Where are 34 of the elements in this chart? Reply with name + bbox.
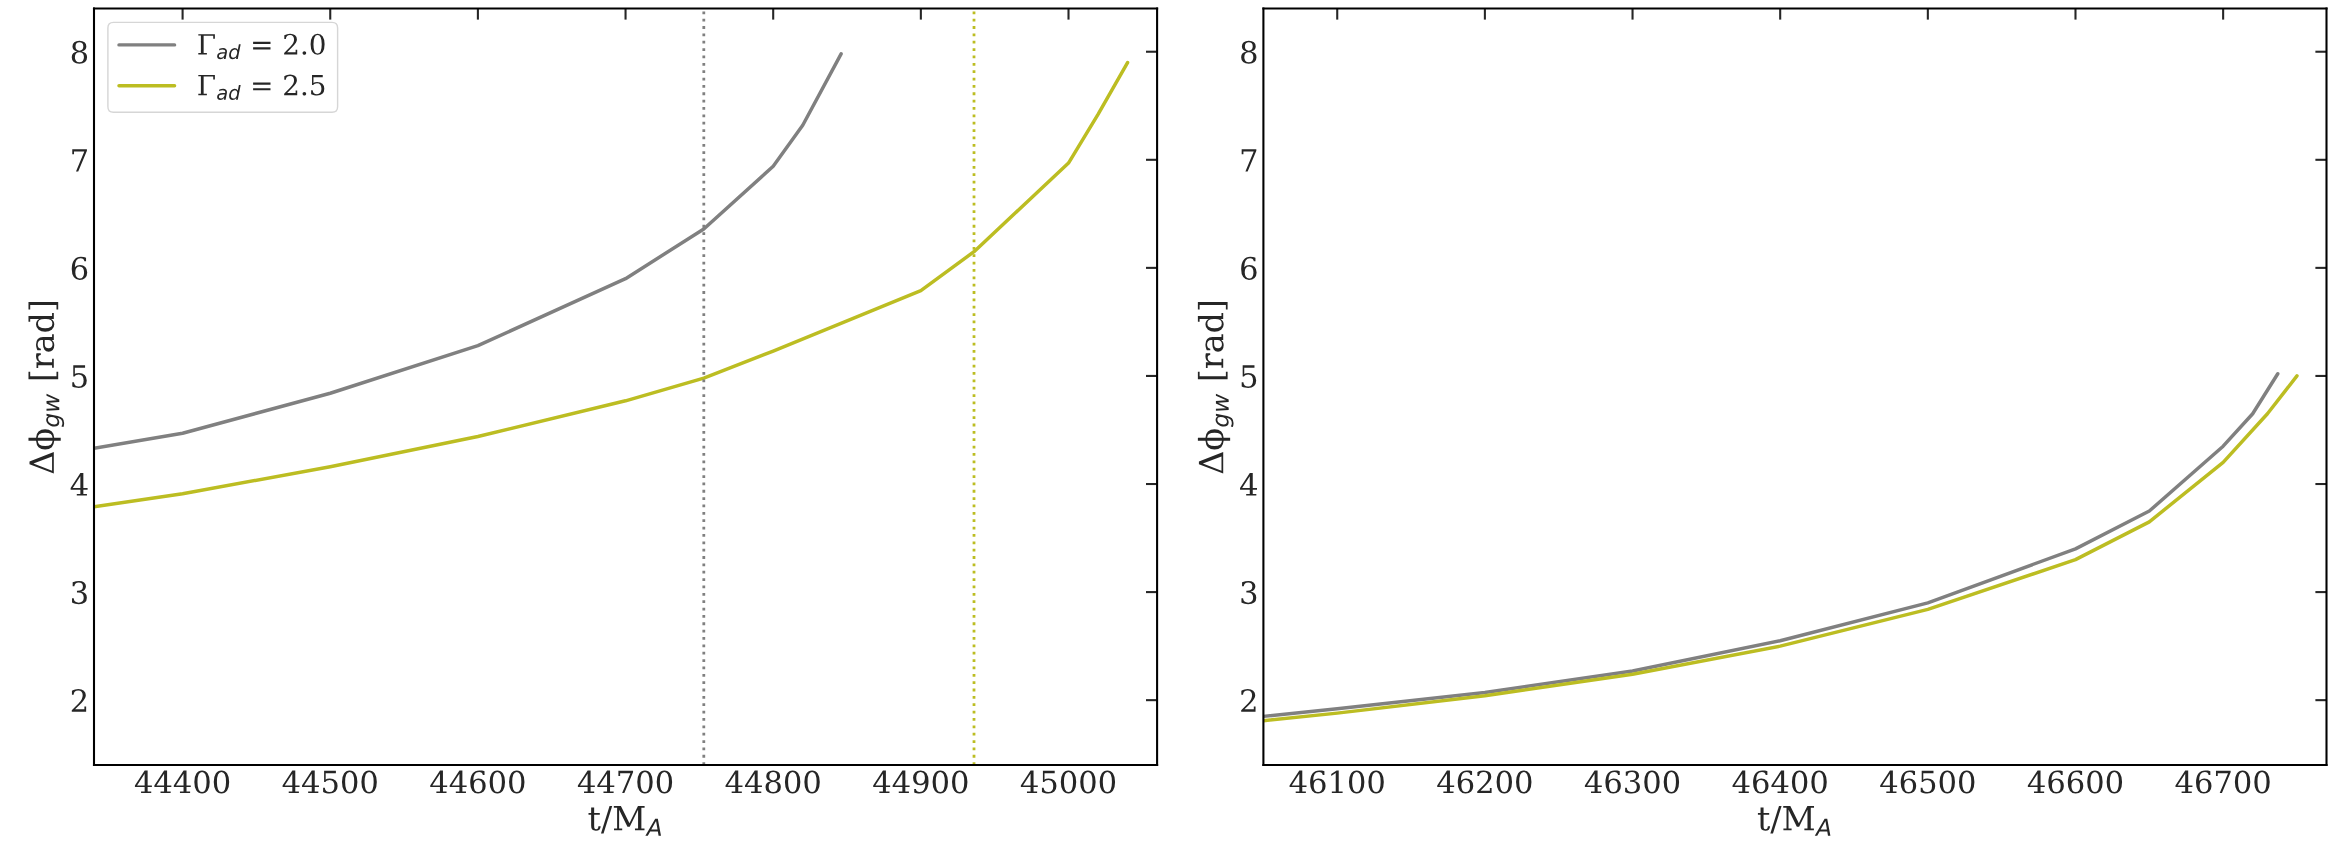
x-tick-label: 46100 <box>1289 770 1384 794</box>
x-tick-label: 44900 <box>873 770 968 794</box>
y-axis-title: Δϕ$_{gw}$ [rad] <box>28 301 65 474</box>
x-tick-label: 44600 <box>430 770 525 794</box>
x-tick-label: 44400 <box>134 770 230 794</box>
x-tick-label: 44700 <box>577 770 673 794</box>
x-tick-label: 44500 <box>282 770 377 794</box>
y-tick-label: 8 <box>71 40 88 64</box>
x-axis-title: t/M$_{A}$ <box>588 805 661 836</box>
x-tick-label: 46500 <box>1880 770 1975 794</box>
legend-label: Γ$_{ad}$ = 2.0 <box>198 33 325 60</box>
x-axis-title: t/M$_{A}$ <box>1757 805 1831 836</box>
x-tick-label: 46600 <box>2027 770 2123 794</box>
y-tick-label: 4 <box>1240 472 1258 496</box>
x-tick-label: 44800 <box>725 770 820 794</box>
y-tick-label: 4 <box>70 472 88 496</box>
x-tick-label: 45000 <box>1020 770 1116 794</box>
x-tick-label: 46700 <box>2175 770 2270 794</box>
y-tick-label: 7 <box>1241 149 1257 172</box>
x-tick-label: 46400 <box>1732 770 1827 794</box>
x-tick-label: 46300 <box>1584 770 1680 794</box>
x-tick-label: 46200 <box>1437 770 1532 794</box>
legend-label: Γ$_{ad}$ = 2.5 <box>198 74 325 100</box>
y-tick-label: 3 <box>1241 581 1257 605</box>
y-tick-label: 2 <box>1241 689 1256 712</box>
y-axis-title: Δϕ$_{gw}$ [rad] <box>1197 301 1234 474</box>
y-tick-label: 8 <box>1241 40 1257 64</box>
y-tick-label: 3 <box>72 581 87 605</box>
y-tick-label: 6 <box>71 256 88 280</box>
y-tick-label: 5 <box>72 365 87 388</box>
y-tick-label: 5 <box>1241 365 1257 388</box>
y-tick-label: 2 <box>71 689 87 712</box>
y-tick-label: 7 <box>72 149 87 172</box>
y-tick-label: 6 <box>1241 256 1257 280</box>
